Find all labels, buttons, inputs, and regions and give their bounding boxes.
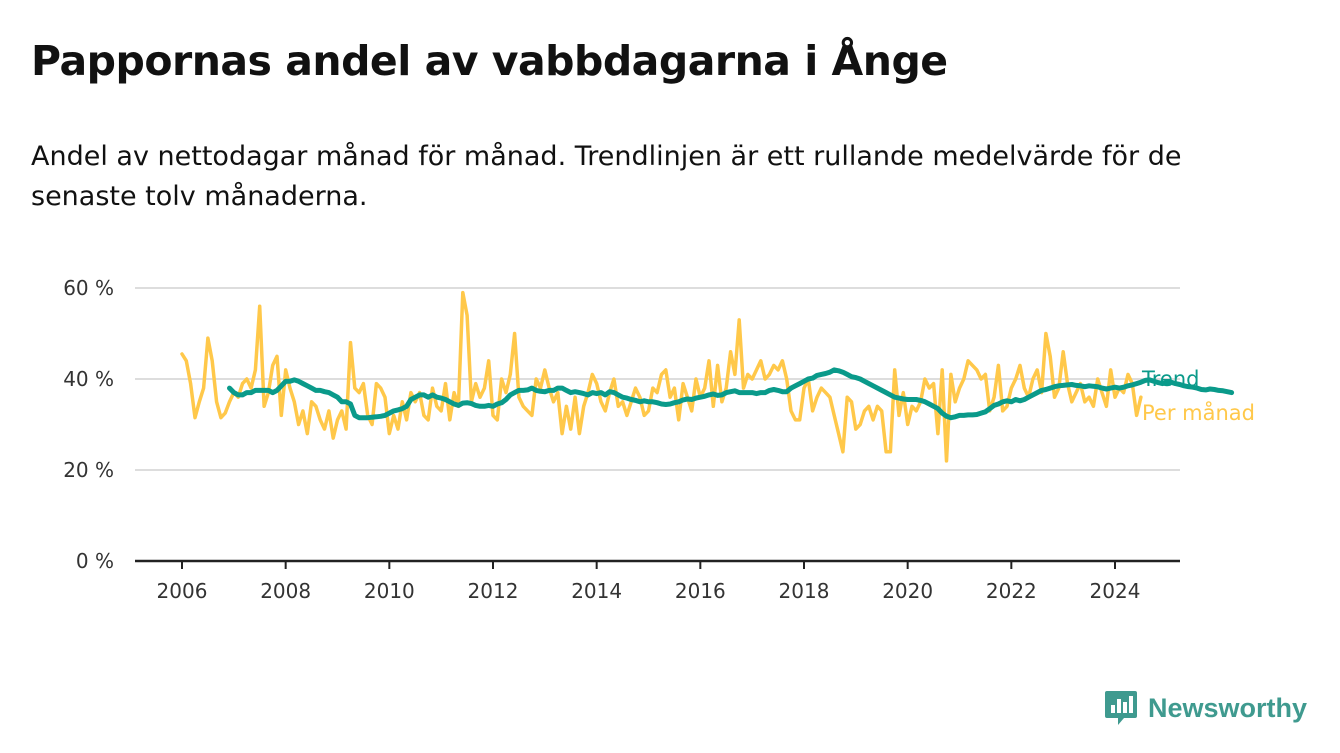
monthly-series-label: Per månad (1142, 400, 1255, 425)
x-tick-label: 2012 (468, 579, 519, 603)
x-tick-label: 2022 (986, 579, 1037, 603)
y-tick-label: 60 % (63, 276, 114, 300)
x-tick-label: 2020 (882, 579, 933, 603)
y-axis-ticks: 0 % 20 % 40 % 60 % (63, 276, 114, 573)
grid-lines (135, 287, 1180, 471)
x-axis-ticks: 2006 2008 2010 2012 2014 2016 2018 2020 2022 2024 (157, 561, 1141, 603)
series-lines (180, 290, 1235, 463)
newsworthy-logo: Newsworthy (1104, 689, 1307, 727)
x-tick-label: 2006 (157, 579, 208, 603)
y-tick-label: 40 % (63, 367, 114, 391)
y-tick-label: 0 % (76, 549, 114, 573)
x-tick-label: 2014 (571, 579, 622, 603)
x-tick-label: 2010 (364, 579, 415, 603)
x-tick-label: 2018 (779, 579, 830, 603)
trend-line (227, 367, 1235, 421)
x-tick-label: 2016 (675, 579, 726, 603)
y-tick-label: 20 % (63, 458, 114, 482)
monthly-line (180, 290, 1143, 463)
x-tick-label: 2008 (260, 579, 311, 603)
trend-series-label: Trend (1141, 367, 1199, 391)
chart-subtitle: Andel av nettodagar månad för månad. Tre… (31, 141, 1182, 212)
chart-title: Pappornas andel av vabbdagarna i Ånge (31, 37, 948, 85)
x-tick-label: 2024 (1090, 579, 1141, 603)
series-labels: Trend Per månad (1141, 367, 1255, 425)
newsworthy-logo-icon (1104, 691, 1137, 725)
brand-name: Newsworthy (1147, 692, 1307, 723)
